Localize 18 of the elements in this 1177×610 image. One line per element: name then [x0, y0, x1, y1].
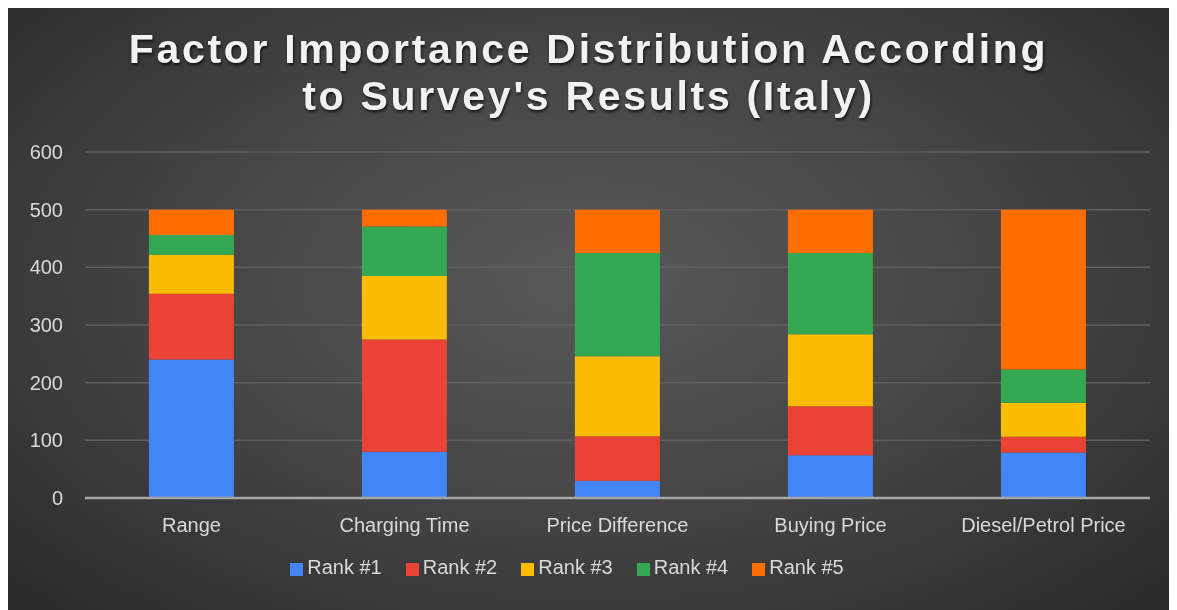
x-tick-label: Charging Time	[339, 514, 470, 537]
y-tick-label: 0	[51, 487, 63, 510]
legend-label: Rank #1	[307, 556, 382, 578]
y-tick-label: 500	[29, 198, 63, 221]
x-tick-label: Diesel/Petrol Price	[961, 514, 1126, 537]
chart-title: Factor Importance Distribution According to Survey's Results (Italy)	[127, 26, 1050, 120]
y-tick-label: 600	[29, 141, 63, 164]
x-tick-label: Buying Price	[774, 514, 887, 537]
y-tick-label: 300	[29, 314, 63, 337]
legend-label: Rank #2	[422, 556, 498, 578]
legend-label: Rank #5	[769, 556, 844, 578]
y-tick-label: 200	[29, 371, 63, 394]
legend-label: Rank #3	[538, 556, 613, 578]
y-tick-label: 400	[29, 256, 63, 279]
x-tick-label: Range	[162, 514, 221, 537]
y-tick-label: 100	[29, 429, 63, 452]
x-tick-label: Price Difference	[546, 514, 689, 537]
legend-label: Rank #4	[653, 556, 729, 578]
